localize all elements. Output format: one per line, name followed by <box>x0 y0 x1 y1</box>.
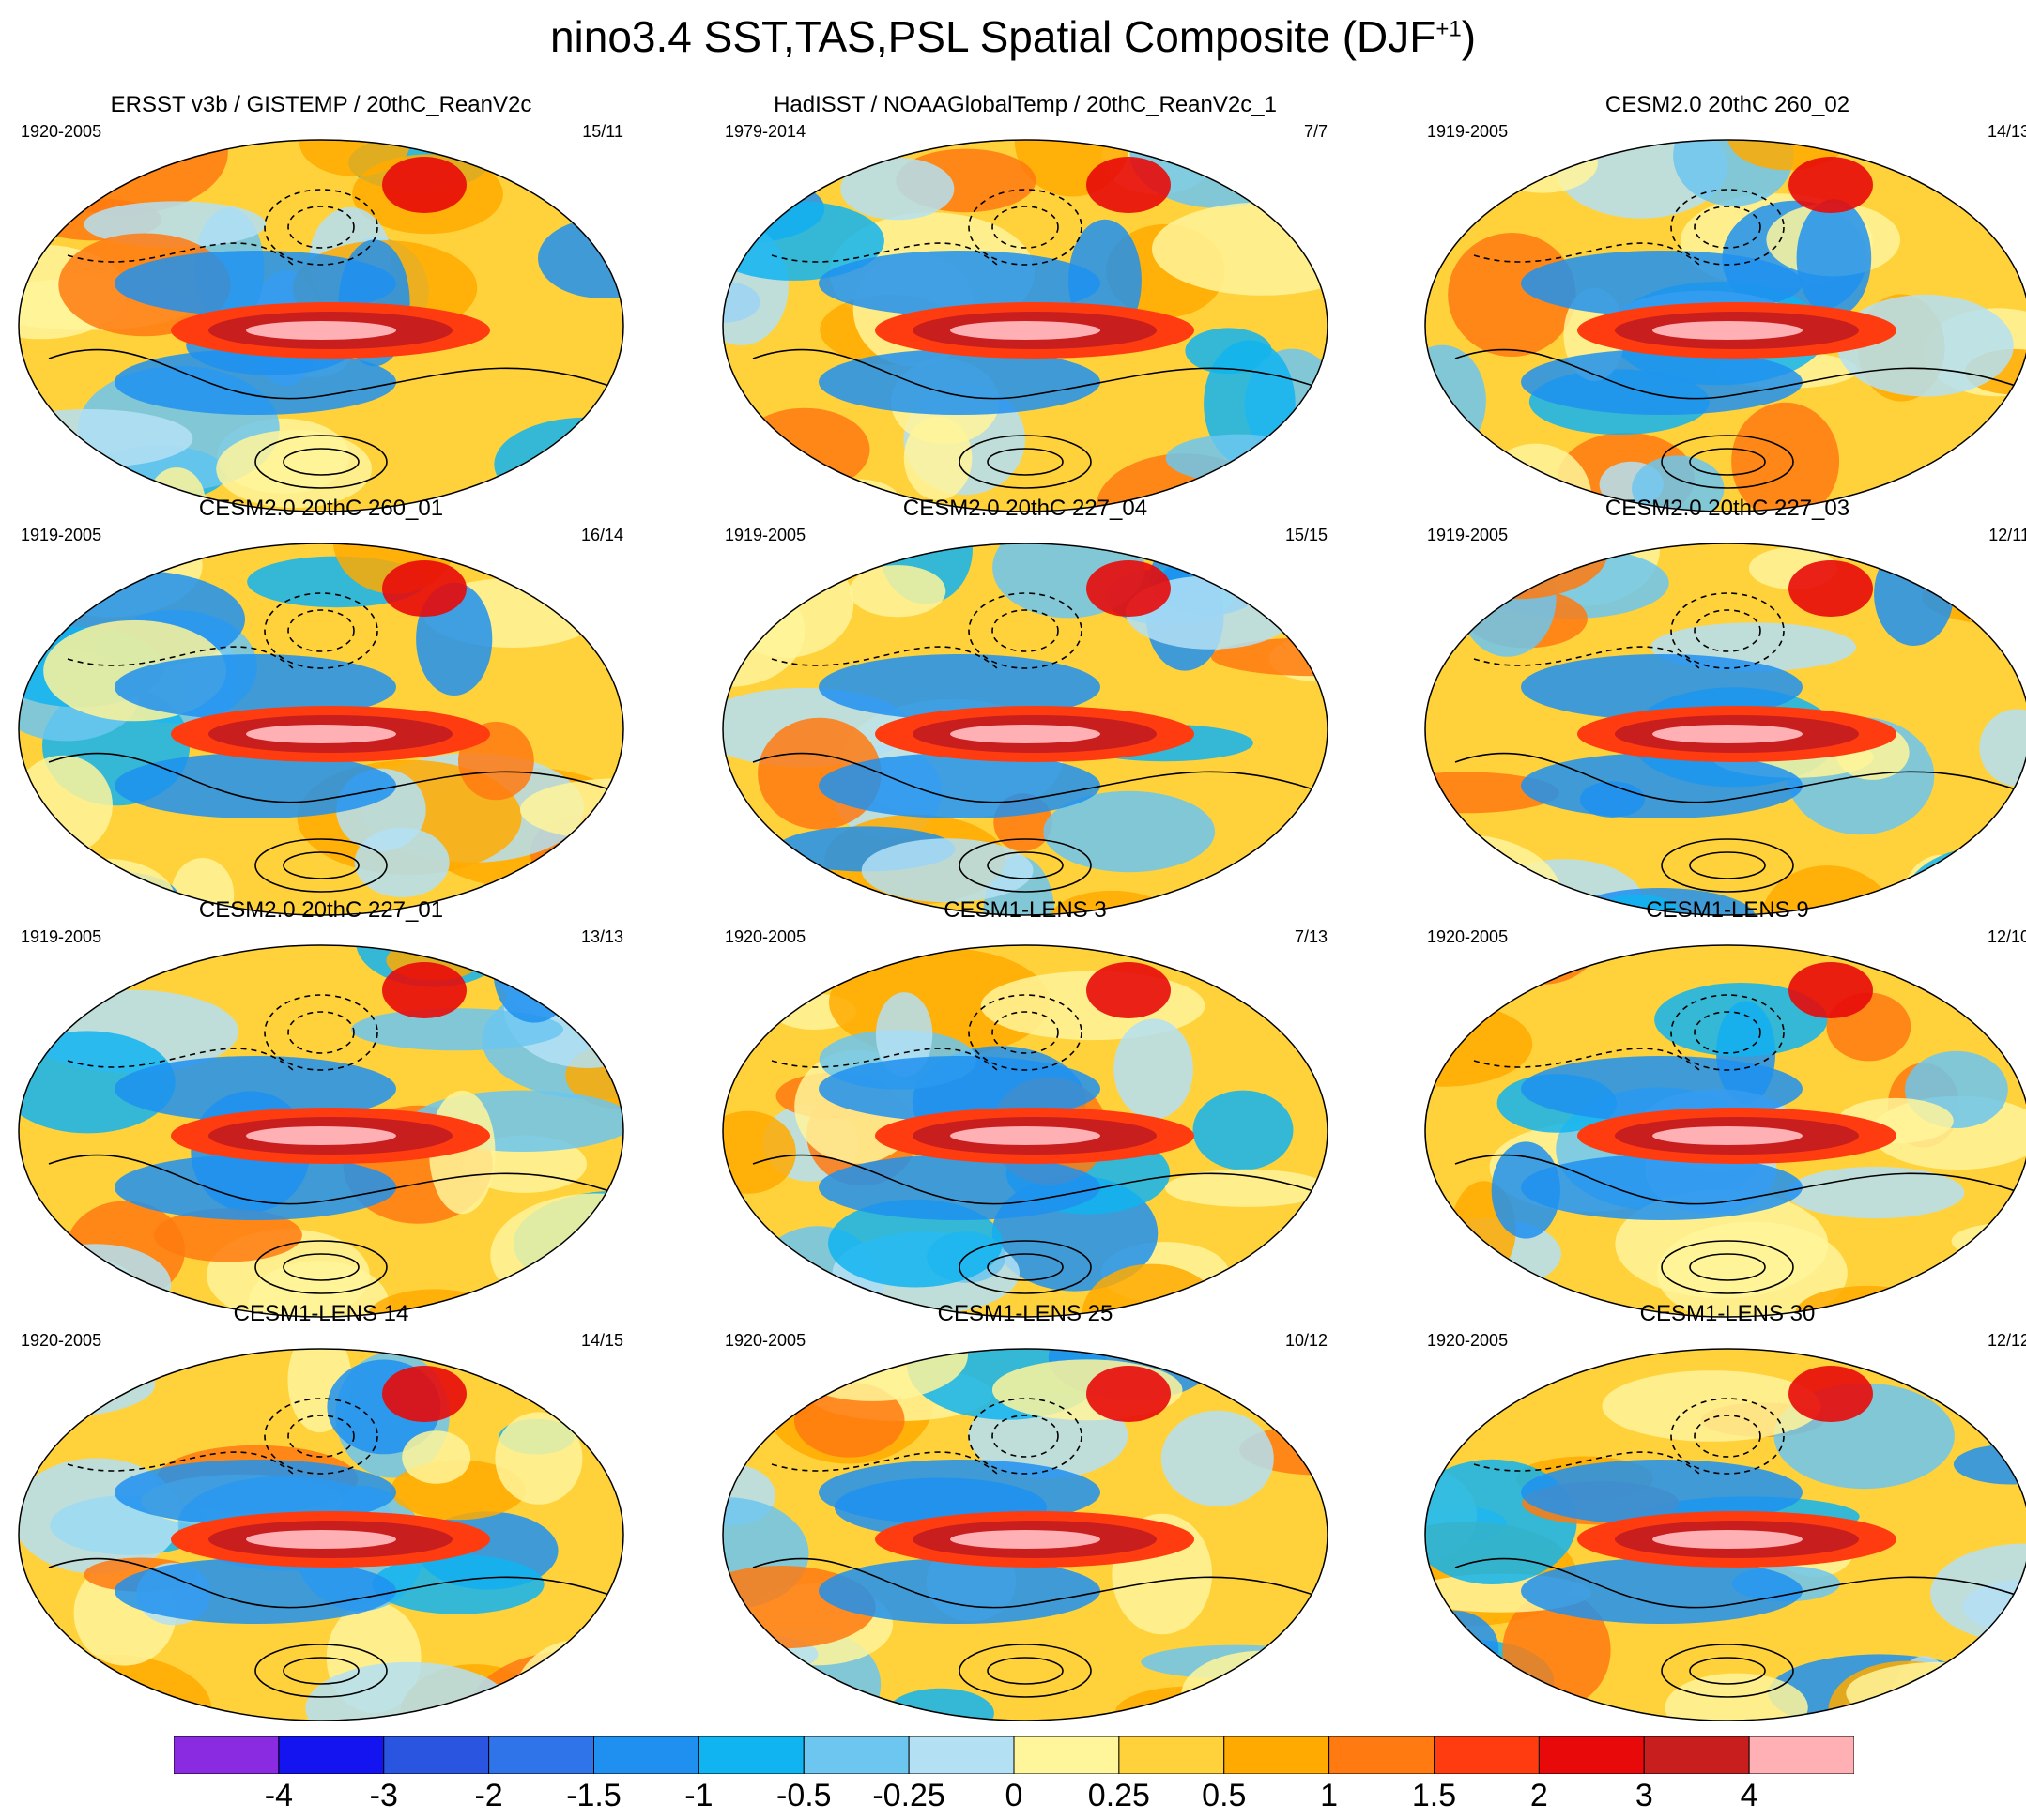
robinson-map <box>1424 139 2026 512</box>
map-panel: CESM1-LENS 9 1920-2005 12/10 <box>1418 897 2026 1324</box>
panel-years: 1919-2005 <box>21 927 102 946</box>
map-panel: CESM1-LENS 25 1920-2005 10/12 <box>715 1301 1335 1728</box>
colorbar-swatch <box>908 1736 1015 1774</box>
colorbar-swatch <box>488 1736 595 1774</box>
colorbar-tick-label: 0.25 <box>1087 1778 1150 1813</box>
panel-years: 1919-2005 <box>1427 122 1509 141</box>
panel-title: CESM2.0 20thC 227_04 <box>902 496 1148 521</box>
panel-years: 1920-2005 <box>21 122 102 141</box>
colorbar-tick-label: 2 <box>1529 1778 1548 1813</box>
map-panel: CESM2.0 20thC 227_04 1919-2005 15/15 <box>715 496 1335 923</box>
panel-title: CESM1-LENS 3 <box>944 897 1107 923</box>
colorbar-swatch <box>593 1736 699 1774</box>
map-panel: HadISST / NOAAGlobalTemp / 20thC_ReanV2c… <box>715 92 1335 519</box>
colorbar-tick-label: -0.25 <box>872 1778 945 1813</box>
colorbar-swatch <box>1118 1736 1225 1774</box>
panel-years: 1920-2005 <box>21 1331 102 1350</box>
colorbar-tick-label: -3 <box>369 1778 398 1813</box>
colorbar-labels: -4 -3 -2 -1.5 -1 -0.5 -0.25 0 0.25 0.5 1 1.5 2 3 4 <box>0 1778 2026 1815</box>
colorbar-tick-label: -2 <box>474 1778 503 1813</box>
panel-count: 7/7 <box>1303 122 1328 141</box>
colorbar-swatch <box>1434 1736 1540 1774</box>
robinson-map <box>722 1348 1328 1721</box>
panel-title: CESM1-LENS 9 <box>1646 897 1809 923</box>
panel-title: CESM1-LENS 30 <box>1639 1301 1816 1326</box>
colorbar-swatch <box>278 1736 385 1774</box>
panel-title: CESM2.0 20thC 227_03 <box>1604 496 1850 521</box>
figure-title: nino3.4 SST,TAS,PSL Spatial Composite (D… <box>549 12 1477 61</box>
panel-title: CESM2.0 20thC 260_01 <box>198 496 444 521</box>
panel-title: HadISST / NOAAGlobalTemp / 20thC_ReanV2c… <box>774 92 1277 117</box>
panel-count: 14/15 <box>580 1331 623 1350</box>
colorbar-swatch <box>1748 1736 1854 1774</box>
panel-count: 16/14 <box>580 526 623 544</box>
panel-title: ERSST v3b / GISTEMP / 20thC_ReanV2c <box>110 92 532 117</box>
map-panel: CESM1-LENS 3 1920-2005 7/13 <box>715 897 1335 1324</box>
panel-years: 1919-2005 <box>1427 526 1509 544</box>
panel-title: CESM2.0 20thC 260_02 <box>1604 92 1850 117</box>
panel-count: 15/11 <box>582 122 623 141</box>
robinson-map <box>722 543 1328 916</box>
colorbar-tick-label: 3 <box>1635 1778 1653 1813</box>
map-panel: CESM1-LENS 14 1920-2005 14/15 <box>11 1301 631 1728</box>
colorbar-tick-label: 1 <box>1320 1778 1339 1813</box>
colorbar <box>174 1736 1854 1774</box>
panel-count: 12/10 <box>1987 927 2026 946</box>
colorbar-swatch <box>1328 1736 1435 1774</box>
panel-title: CESM2.0 20thC 227_01 <box>198 897 444 923</box>
panel-years: 1979-2014 <box>725 122 806 141</box>
colorbar-swatch <box>1223 1736 1330 1774</box>
panel-count: 15/15 <box>1284 526 1328 544</box>
colorbar-tick-label: -4 <box>264 1778 294 1813</box>
panel-years: 1920-2005 <box>725 1331 806 1350</box>
map-panel: CESM2.0 20thC 227_01 1919-2005 13/13 <box>11 897 631 1324</box>
panel-title: CESM1-LENS 25 <box>937 1301 1113 1326</box>
robinson-map <box>18 1348 624 1721</box>
panel-years: 1920-2005 <box>1427 927 1509 946</box>
panel-years: 1920-2005 <box>725 927 806 946</box>
panel-count: 7/13 <box>1294 927 1328 946</box>
robinson-map <box>1424 543 2026 916</box>
map-panel: CESM2.0 20thC 260_02 1919-2005 14/13 <box>1418 92 2026 519</box>
panel-count: 14/13 <box>1987 122 2026 141</box>
colorbar-swatch <box>1013 1736 1120 1774</box>
panel-count: 12/11 <box>1988 526 2026 544</box>
colorbar-swatch <box>1643 1736 1750 1774</box>
map-panel: CESM1-LENS 30 1920-2005 12/12 <box>1418 1301 2026 1728</box>
robinson-map <box>18 139 624 512</box>
panel-count: 12/12 <box>1987 1331 2026 1350</box>
colorbar-tick-label: -1.5 <box>566 1778 622 1813</box>
colorbar-tick-label: 4 <box>1740 1778 1758 1813</box>
colorbar-swatch <box>803 1736 910 1774</box>
robinson-map <box>1424 1348 2026 1721</box>
panel-count: 13/13 <box>580 927 623 946</box>
robinson-map <box>722 944 1328 1318</box>
panel-years: 1920-2005 <box>1427 1331 1509 1350</box>
robinson-map <box>18 944 624 1318</box>
map-panel: CESM2.0 20thC 260_01 1919-2005 16/14 <box>11 496 631 923</box>
panel-count: 10/12 <box>1284 1331 1328 1350</box>
colorbar-tick-label: 0.5 <box>1202 1778 1247 1813</box>
colorbar-swatch <box>1538 1736 1645 1774</box>
map-panel: CESM2.0 20thC 227_03 1919-2005 12/11 <box>1418 496 2026 923</box>
colorbar-swatch <box>383 1736 490 1774</box>
map-panel: ERSST v3b / GISTEMP / 20thC_ReanV2c 1920-… <box>11 92 631 519</box>
colorbar-tick-label: -1 <box>684 1778 714 1813</box>
panel-title: CESM1-LENS 14 <box>233 1301 409 1326</box>
colorbar-tick-label: 1.5 <box>1411 1778 1457 1813</box>
robinson-map <box>18 543 624 916</box>
robinson-map <box>722 139 1328 512</box>
colorbar-swatch <box>698 1736 805 1774</box>
panel-years: 1919-2005 <box>725 526 806 544</box>
panel-years: 1919-2005 <box>21 526 102 544</box>
colorbar-tick-label: -0.5 <box>776 1778 832 1813</box>
colorbar-tick-label: 0 <box>1005 1778 1023 1813</box>
colorbar-swatch <box>174 1736 280 1774</box>
robinson-map <box>1424 944 2026 1318</box>
